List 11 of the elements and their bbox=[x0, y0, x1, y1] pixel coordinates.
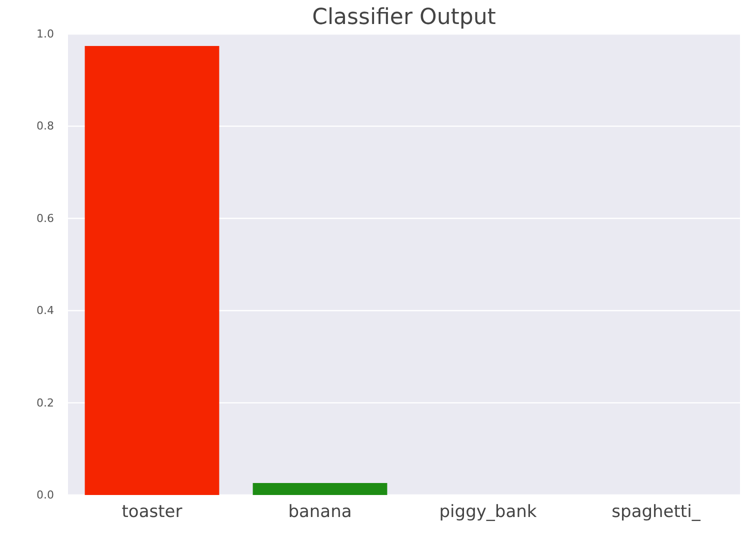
y-tick-label: 1.0 bbox=[36, 28, 54, 41]
y-tick-label: 0.4 bbox=[36, 304, 54, 318]
y-tick-label: 0.0 bbox=[36, 488, 54, 502]
x-tick-label: toaster bbox=[122, 502, 182, 522]
chart-title: Classifier Output bbox=[312, 5, 496, 30]
y-tick-label: 0.2 bbox=[36, 396, 54, 410]
y-tick-label: 0.8 bbox=[36, 120, 54, 133]
x-tick-label: spaghetti_ bbox=[612, 502, 701, 522]
x-tick-label: piggy_bank bbox=[439, 502, 537, 522]
y-tick-label: 0.6 bbox=[36, 212, 54, 225]
x-tick-label: banana bbox=[288, 502, 352, 522]
